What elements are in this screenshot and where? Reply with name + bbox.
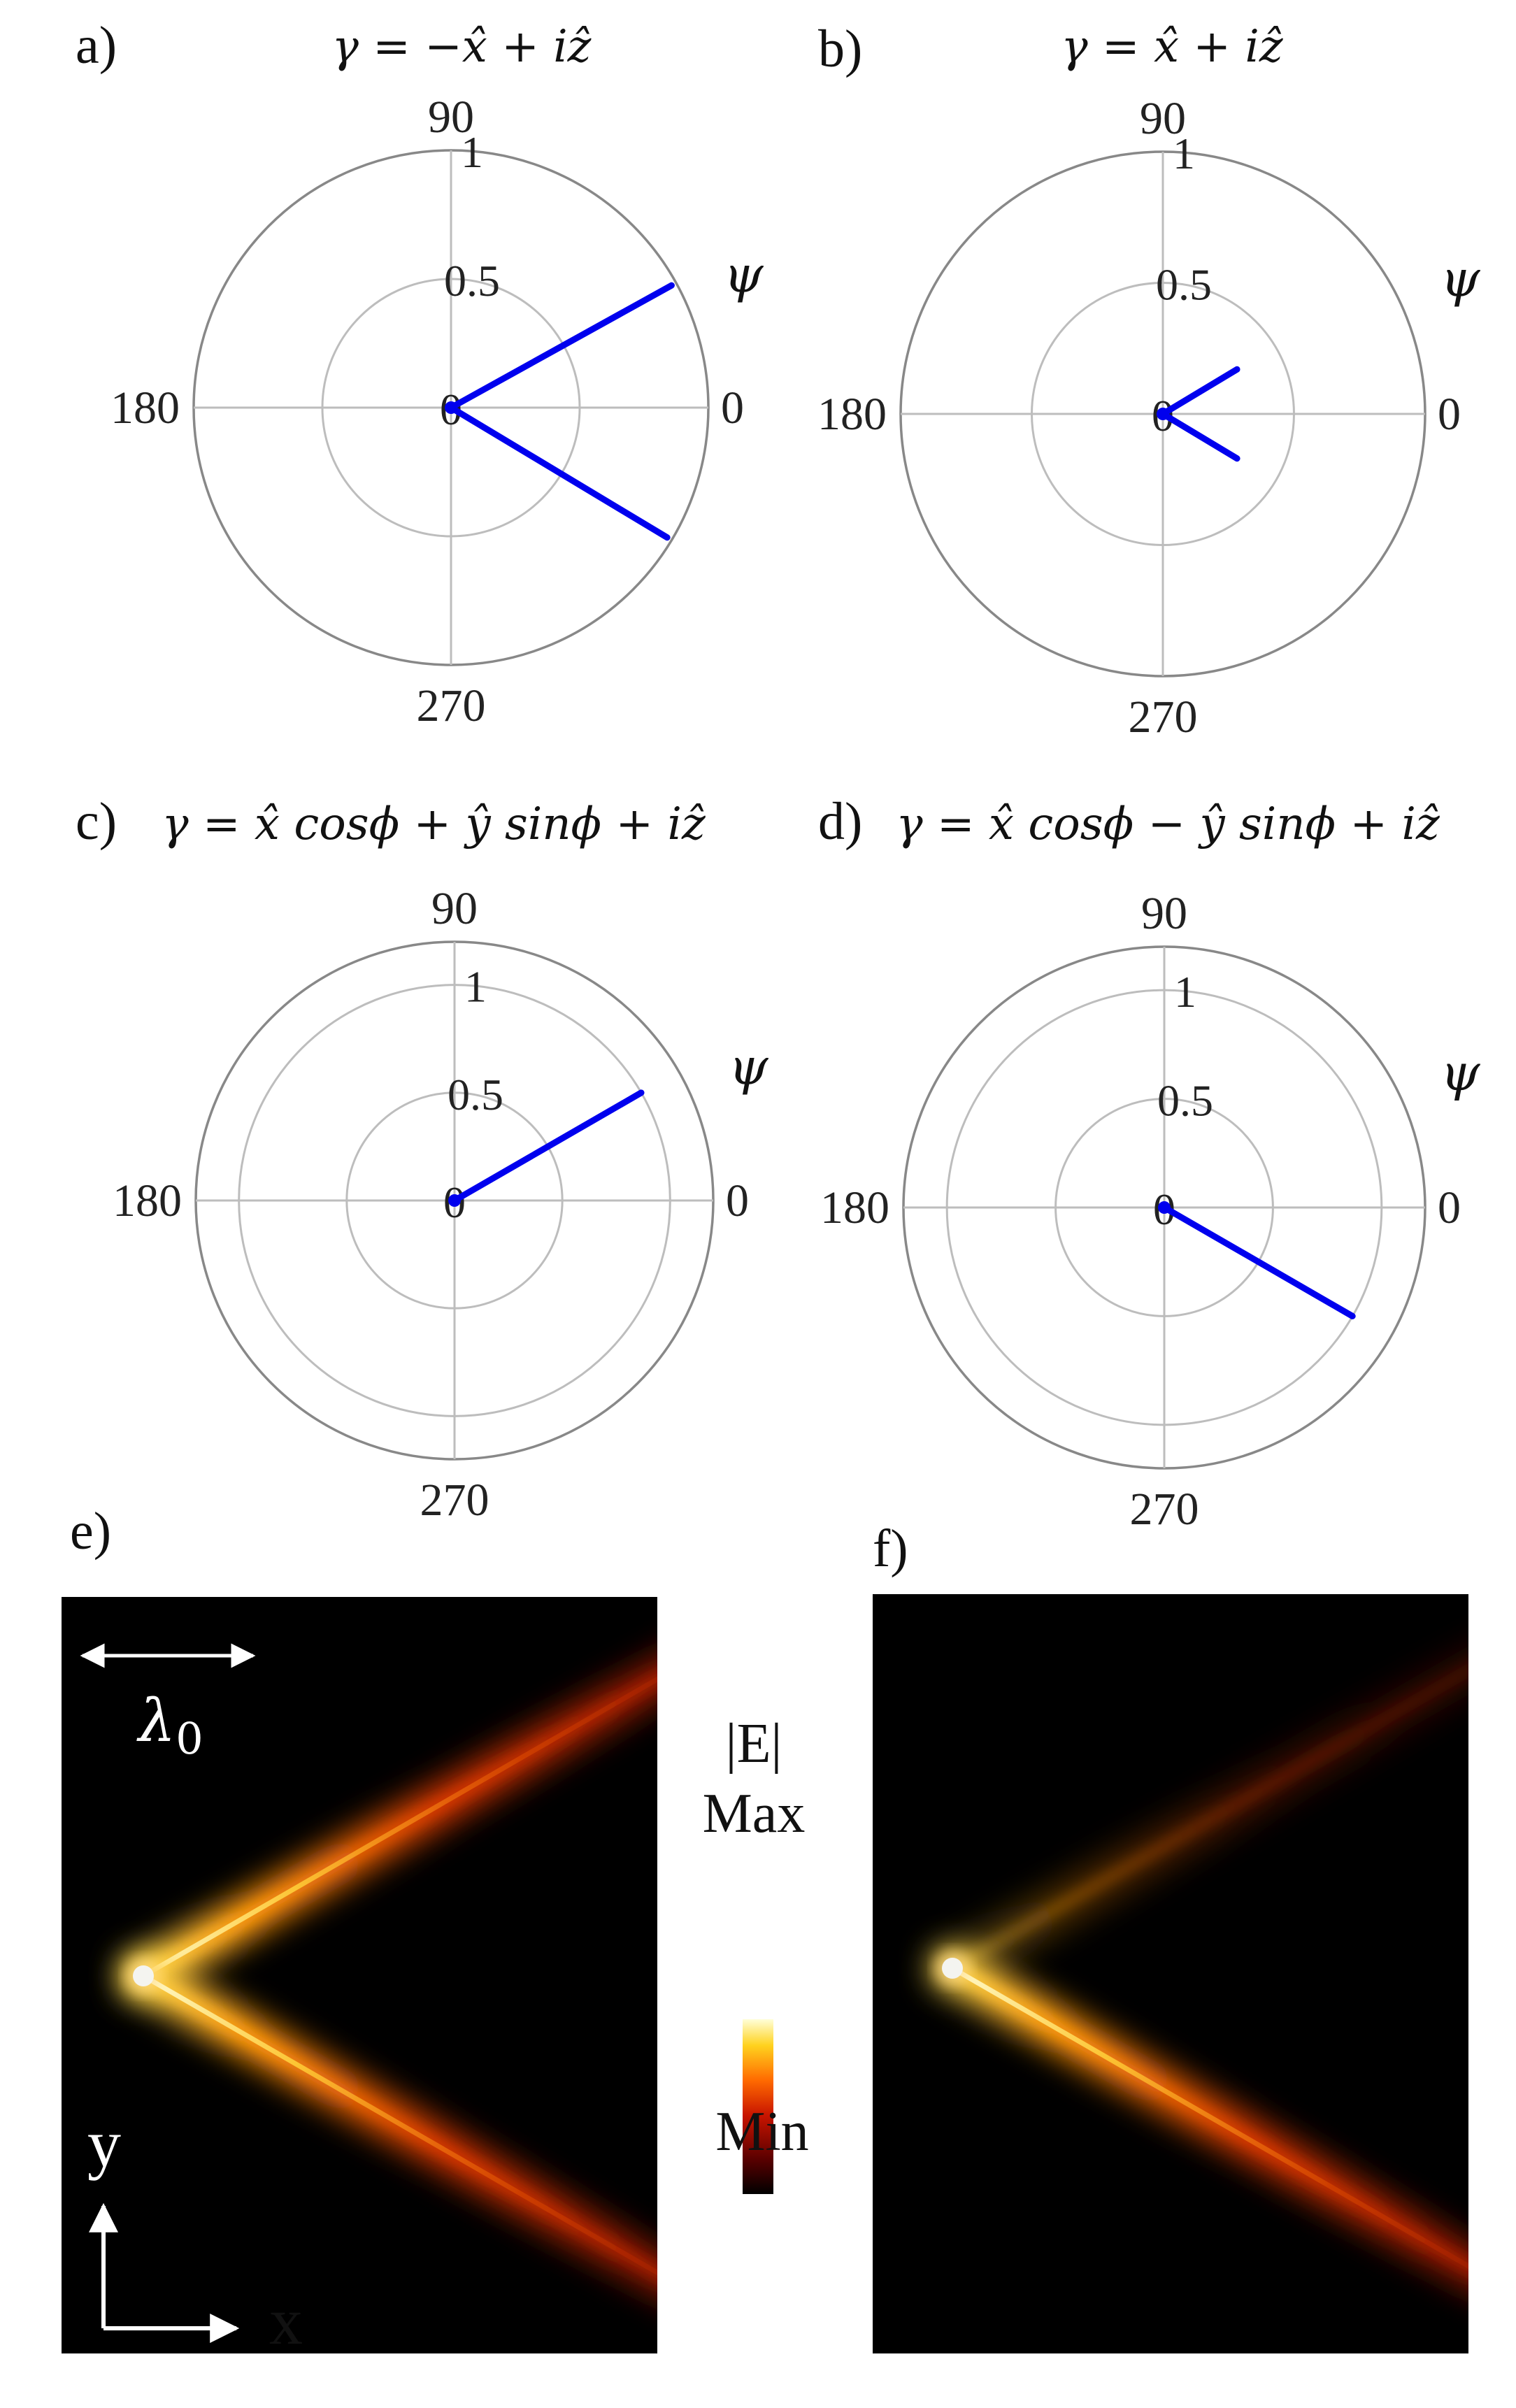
angle-label-90: 90 [1140, 93, 1186, 144]
beam [122, 1955, 657, 2297]
polar-title: γ = x̂ cosϕ + ŷ sinϕ + iẑ [162, 798, 706, 850]
colorbar-title: |E| [726, 1713, 782, 1775]
angle-label-180: 180 [817, 389, 887, 440]
origin-dot [448, 1194, 461, 1207]
colorbar-max-label: Max [703, 1783, 806, 1844]
radial-tick-label: 0.5 [448, 1070, 503, 1119]
radial-tick-label: 0.5 [1156, 260, 1212, 310]
axis-label-y: y [87, 2106, 121, 2181]
origin-dot [445, 401, 457, 414]
radial-tick-label: 1 [1174, 967, 1196, 1017]
series-label-psi: ψ [1440, 249, 1481, 308]
angle-label-180: 180 [110, 382, 180, 433]
psi-data-line [451, 1089, 645, 1204]
source-point [942, 1958, 963, 1979]
angle-label-90: 90 [1141, 888, 1187, 939]
radial-tick-label: 1 [464, 962, 487, 1012]
polar-title: γ = x̂ cosϕ − ŷ sinϕ + iẑ [896, 798, 1440, 850]
radial-tick-label: 0.5 [1157, 1076, 1213, 1126]
polar-title: γ = −x̂ + iẑ [332, 21, 592, 73]
angle-label-270: 270 [420, 1475, 489, 1526]
panel-label: d) [818, 792, 862, 851]
psi-data-line [448, 282, 675, 411]
field-map-e: e) λ0 y x [62, 1502, 657, 2358]
angle-label-180: 180 [820, 1182, 889, 1233]
angle-label-270: 270 [417, 680, 486, 731]
colorbar: |E| Max Min [703, 1713, 809, 2194]
beam [122, 1655, 657, 1997]
beam [931, 1646, 1468, 1989]
panel-label: e) [70, 1502, 111, 1561]
angle-label-90: 90 [431, 883, 478, 934]
axis-label-x: x [269, 2284, 303, 2358]
panel-label: a) [76, 16, 117, 75]
angle-label-0: 0 [1438, 1182, 1461, 1233]
origin-dot [1158, 1201, 1171, 1214]
radial-tick-label: 1 [1173, 129, 1195, 178]
angle-label-270: 270 [1129, 691, 1198, 743]
scale-bar-label: λ0 [136, 1686, 203, 1764]
series-label-psi: ψ [1440, 1043, 1481, 1102]
psi-data-line [1159, 410, 1240, 462]
angle-label-0: 0 [1438, 389, 1461, 440]
psi-data-line [1161, 1204, 1356, 1319]
beam [931, 1947, 1468, 2291]
colorbar-min-label: Min [715, 2101, 808, 2163]
panel-label: c) [76, 792, 117, 851]
polar-title: γ = x̂ + iẑ [1061, 21, 1283, 73]
angle-label-270: 270 [1130, 1484, 1199, 1535]
angle-label-90: 90 [428, 92, 474, 143]
psi-data-line [1159, 366, 1240, 417]
angle-label-0: 0 [726, 1175, 749, 1226]
source-point [133, 1965, 154, 1986]
series-label-psi: ψ [729, 1038, 769, 1096]
panel-label: f) [873, 1519, 908, 1578]
radial-tick-label: 0.5 [444, 256, 500, 306]
series-label-psi: ψ [724, 245, 764, 303]
angle-label-0: 0 [721, 382, 744, 433]
origin-dot [1157, 408, 1169, 420]
angle-label-180: 180 [113, 1175, 182, 1226]
colorbar-bar [743, 2019, 773, 2194]
radial-tick-label: 1 [461, 127, 483, 177]
panel-label: b) [818, 20, 862, 78]
psi-data-line [448, 404, 671, 541]
field-map-f: f) [873, 1519, 1468, 2353]
